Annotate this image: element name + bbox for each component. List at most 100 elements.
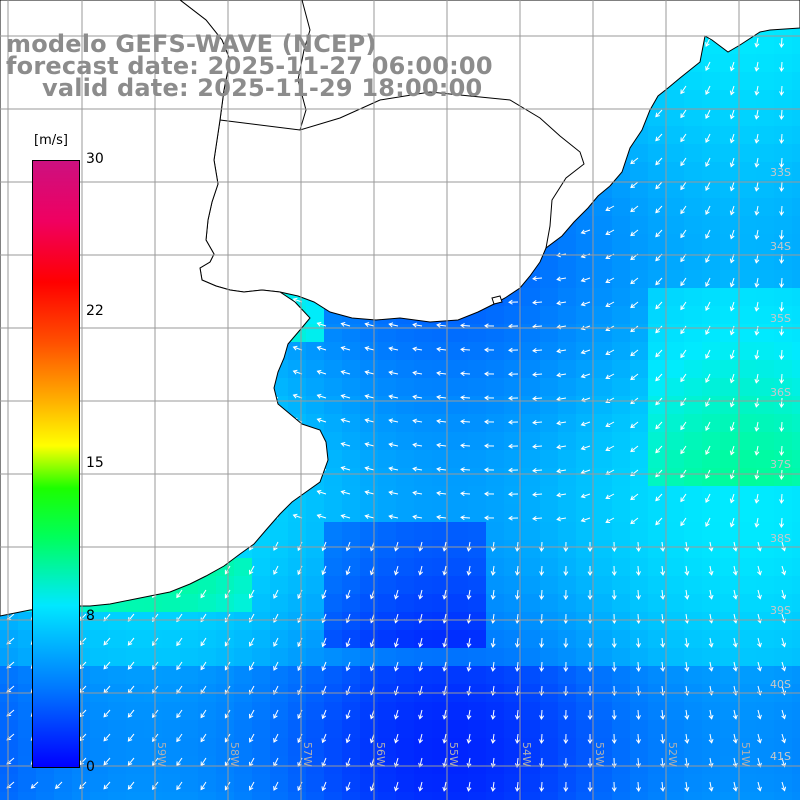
wind-arrow [418, 733, 423, 744]
wind-arrow [340, 321, 351, 327]
wind-arrow [460, 515, 471, 521]
field-cell [342, 612, 361, 631]
wind-arrow [556, 420, 567, 426]
field-cell [666, 702, 685, 721]
field-cell [630, 180, 649, 199]
field-cell [504, 468, 523, 487]
field-cell [702, 414, 721, 433]
field-cell [270, 522, 289, 541]
field-cell [612, 252, 631, 271]
wind-arrow [273, 589, 279, 599]
field-cell [378, 612, 397, 631]
field-cell [162, 702, 181, 721]
field-cell [126, 666, 145, 685]
wind-arrow [345, 637, 351, 648]
field-cell [468, 612, 487, 631]
wind-arrow [556, 516, 567, 522]
field-cell [702, 180, 721, 199]
field-cell [684, 288, 703, 307]
wind-arrow [466, 733, 472, 744]
field-cell [558, 324, 577, 343]
field-cell [90, 612, 109, 631]
wind-arrow [460, 443, 471, 449]
field-cell [414, 342, 433, 361]
field-cell [738, 432, 757, 451]
field-cell [324, 558, 343, 577]
field-cell [288, 738, 307, 757]
wind-arrow [729, 61, 735, 72]
field-cell [522, 504, 541, 523]
field-cell [252, 774, 271, 793]
field-cell [252, 720, 271, 739]
wind-arrow [508, 347, 519, 353]
field-cell [702, 450, 721, 469]
field-cell [306, 612, 325, 631]
wind-arrow [635, 565, 641, 576]
field-cell [612, 180, 631, 199]
field-cell [612, 198, 631, 217]
field-cell [414, 594, 433, 613]
field-cell [342, 666, 361, 685]
field-cell [774, 108, 793, 127]
wind-arrow [345, 733, 351, 744]
field-cell [774, 648, 793, 667]
field-cell [738, 792, 757, 800]
wind-arrow [680, 277, 687, 287]
wind-arrow [779, 397, 785, 408]
field-cell [702, 666, 721, 685]
field-cell [450, 342, 469, 361]
field-cell [90, 720, 109, 739]
field-cell [720, 414, 739, 433]
wind-arrow [705, 133, 711, 143]
wind-arrow [605, 373, 615, 380]
field-cell [684, 360, 703, 379]
field-cell [576, 396, 595, 415]
field-cell [738, 522, 757, 541]
field-cell [360, 558, 379, 577]
field-cell [162, 594, 181, 613]
wind-arrow [490, 541, 496, 552]
field-cell [666, 576, 685, 595]
wind-arrow [705, 37, 711, 47]
field-cell [234, 756, 253, 775]
wind-arrow [273, 733, 279, 743]
field-cell [432, 792, 451, 800]
wind-arrow [490, 733, 496, 744]
field-cell [684, 378, 703, 397]
field-cell [576, 522, 595, 541]
field-cell [540, 720, 559, 739]
field-cell [504, 450, 523, 469]
field-cell [648, 630, 667, 649]
field-cell [792, 774, 800, 793]
wind-arrow [655, 205, 663, 214]
field-cell [0, 738, 19, 757]
wind-arrow [684, 781, 690, 792]
field-cell [612, 378, 631, 397]
field-cell [540, 414, 559, 433]
field-cell [792, 756, 800, 775]
field-cell [234, 558, 253, 577]
field-cell [594, 432, 613, 451]
field-cell [702, 270, 721, 289]
colorbar-tick-label: 0 [86, 759, 95, 775]
wind-arrow [779, 373, 785, 384]
field-cell [756, 306, 775, 325]
wind-arrow [680, 301, 687, 311]
wind-arrow [484, 323, 495, 329]
field-cell [702, 324, 721, 343]
wind-arrow [393, 589, 399, 600]
longitude-label: 56W [374, 742, 387, 767]
field-cell [216, 666, 235, 685]
field-cell [468, 360, 487, 379]
model-title: modelo GEFS-WAVE (NCEP) [6, 30, 377, 58]
field-cell [324, 702, 343, 721]
field-cell [18, 774, 37, 793]
field-cell [306, 648, 325, 667]
field-cell [648, 522, 667, 541]
wind-arrow [364, 514, 375, 519]
wind-arrow [388, 322, 399, 328]
wind-arrow [732, 637, 738, 648]
field-cell [594, 468, 613, 487]
field-cell [630, 234, 649, 253]
field-cell [576, 720, 595, 739]
